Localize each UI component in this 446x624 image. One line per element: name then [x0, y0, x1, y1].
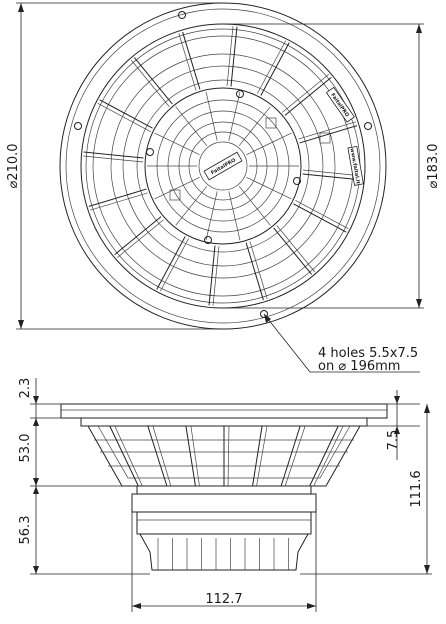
magnet-depth-label: 56.3	[18, 516, 33, 545]
magnet-diameter-label: 112.7	[205, 592, 242, 607]
front-view: FaitalPRO FaitalPRO www.faital.it	[59, 2, 387, 330]
overall-depth-label: 111.6	[409, 470, 424, 507]
rim-url-plate: www.faital.it	[347, 145, 364, 186]
holes-label-line2: on ⌀ 196mm	[318, 359, 400, 374]
side-view	[60, 403, 388, 571]
mounting-screws	[74, 11, 372, 318]
frame-thickness-label: 2.3	[18, 378, 33, 399]
inner-diameter-label: ⌀183.0	[426, 143, 441, 188]
basket-depth-label: 53.0	[18, 434, 33, 463]
side-dimensions: 2.3 53.0 56.3 7.5 111.6 112.7	[18, 378, 432, 612]
magnet-cooling-fins	[147, 91, 299, 241]
magnet-bottom-fins	[157, 538, 289, 570]
basket-side-ribs	[109, 425, 344, 487]
center-logo-plate: FaitalPRO	[203, 151, 243, 181]
outer-diameter-label: ⌀210.0	[6, 143, 21, 188]
rim-logo-plate: FaitalPRO	[325, 86, 355, 123]
holes-label-line1: 4 holes 5.5x7.5	[318, 346, 418, 361]
front-dimensions: ⌀210.0 ⌀183.0 4 holes 5.5x7.5 on ⌀ 196mm	[6, 2, 441, 374]
basket-ribs	[83, 26, 363, 306]
flange-height-label: 7.5	[386, 430, 401, 451]
